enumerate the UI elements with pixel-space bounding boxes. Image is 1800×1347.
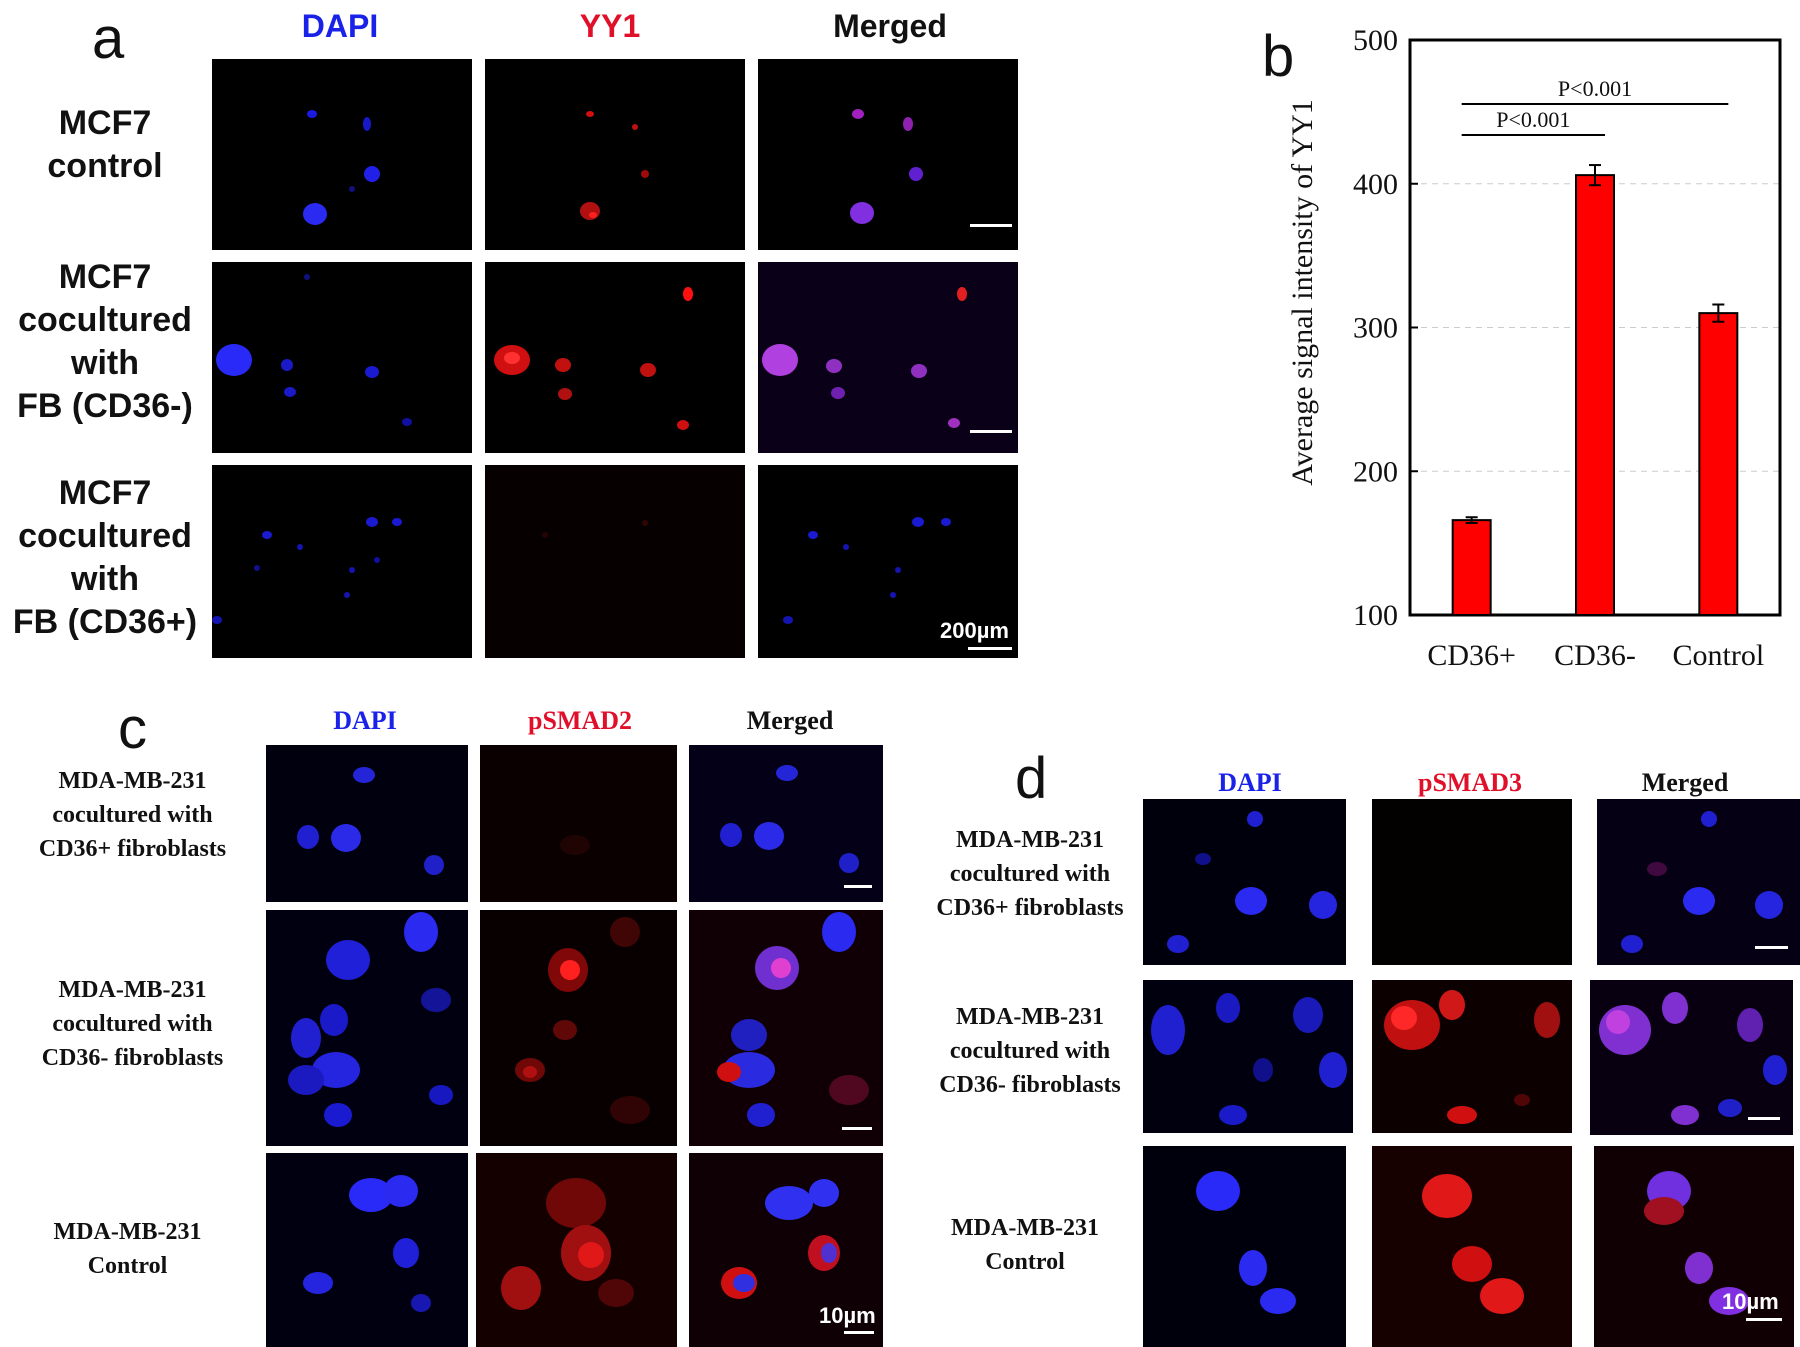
panel-c-micrograph-cd36neg-dapi bbox=[266, 910, 468, 1146]
panel-a-micrograph-cd36pos-yy1 bbox=[485, 465, 745, 658]
panel-a-letter: a bbox=[92, 6, 125, 71]
scale-bar bbox=[844, 1331, 874, 1334]
scale-label: 10µm bbox=[819, 1303, 876, 1328]
panel-d-micrograph-cd36neg-dapi bbox=[1143, 980, 1353, 1133]
x-tick-label: Control bbox=[1672, 639, 1764, 672]
panel-c-micrograph-cd36pos-dapi bbox=[266, 745, 468, 902]
panel-c-micrograph-cd36neg-merged bbox=[689, 910, 883, 1146]
scale-bar bbox=[1748, 1117, 1780, 1120]
panel-a-micrograph-cd36neg-dapi bbox=[212, 262, 472, 453]
panel-d-micrograph-cd36pos-pSMAD3 bbox=[1372, 799, 1572, 965]
panel-c-row-label-2: MDA-MB-231 cocultured with CD36- fibrobl… bbox=[41, 977, 224, 1071]
x-tick-label: CD36- bbox=[1554, 639, 1636, 672]
significance-label: P<0.001 bbox=[1496, 107, 1570, 132]
panel-a-header-yy1: YY1 bbox=[579, 8, 641, 44]
panel-d-micrograph-cd36neg-merged bbox=[1590, 980, 1793, 1135]
panel-b-letter: b bbox=[1262, 24, 1295, 89]
panel-a-header-merged: Merged bbox=[833, 8, 947, 44]
panel-c-letter: c bbox=[118, 696, 147, 761]
scale-bar bbox=[968, 647, 1012, 650]
significance-label: P<0.001 bbox=[1558, 76, 1632, 101]
panel-d-micrograph-control-pSMAD3 bbox=[1372, 1146, 1572, 1347]
panel-d-row-label-2: MDA-MB-231 cocultured with CD36- fibrobl… bbox=[939, 1004, 1121, 1098]
scale-bar bbox=[1746, 1318, 1782, 1321]
panel-a-micrograph-control-dapi bbox=[212, 59, 472, 250]
panel-c-header-merged: Merged bbox=[746, 706, 834, 735]
panel-c-header-dapi: DAPI bbox=[333, 706, 397, 735]
panel-c-micrograph-cd36pos-pSMAD2 bbox=[480, 745, 677, 902]
scale-label: 10µm bbox=[1722, 1289, 1779, 1314]
panel-d-micrograph-cd36neg-pSMAD3 bbox=[1372, 980, 1572, 1133]
bar-Control bbox=[1698, 312, 1739, 616]
panel-d-header-merged: Merged bbox=[1641, 768, 1729, 797]
scale-bar bbox=[844, 885, 872, 888]
panel-a-row-label-1: MCF7 control bbox=[47, 104, 163, 185]
panel-d-micrograph-control-dapi bbox=[1143, 1146, 1346, 1347]
panel-d-micrograph-cd36pos-merged bbox=[1597, 799, 1800, 965]
panel-a-micrograph-control-merged bbox=[758, 59, 1018, 250]
panel-d-micrograph-control-merged: 10µm bbox=[1594, 1146, 1794, 1347]
panel-a-micrograph-cd36pos-merged: 200µm bbox=[758, 465, 1018, 658]
scale-bar bbox=[842, 1127, 872, 1130]
y-tick-label: 300 bbox=[1353, 312, 1398, 345]
y-tick-label: 100 bbox=[1353, 599, 1398, 632]
panel-d-row-label-3: MDA-MB-231 Control bbox=[951, 1215, 1099, 1275]
panel-a-micrograph-cd36pos-dapi bbox=[212, 465, 472, 658]
scale-label: 200µm bbox=[940, 618, 1009, 643]
panel-d-row-label-1: MDA-MB-231 cocultured with CD36+ fibrobl… bbox=[936, 827, 1124, 921]
panel-a-micrograph-cd36neg-merged bbox=[758, 262, 1018, 453]
panel-d-header-dapi: DAPI bbox=[1218, 768, 1282, 797]
panel-c-micrograph-cd36pos-merged bbox=[689, 745, 883, 902]
panel-c-micrograph-cd36neg-pSMAD2 bbox=[480, 910, 677, 1146]
scale-bar bbox=[970, 224, 1012, 227]
y-tick-label: 500 bbox=[1353, 24, 1398, 57]
panel-a-row-label-3: MCF7 cocultured with FB (CD36+) bbox=[12, 474, 198, 641]
panel-a-micrograph-control-yy1 bbox=[485, 59, 745, 250]
panel-c-micrograph-control-merged: 10µm bbox=[689, 1153, 883, 1347]
panel-c-header-pSMAD2: pSMAD2 bbox=[527, 706, 632, 735]
panel-c-micrograph-control-dapi bbox=[266, 1153, 468, 1347]
panel-a-header-dapi: DAPI bbox=[301, 8, 379, 44]
y-tick-label: 400 bbox=[1353, 168, 1398, 201]
bar-CD36+ bbox=[1451, 519, 1492, 616]
panel-d-header-pSMAD3: pSMAD3 bbox=[1417, 768, 1522, 797]
panel-c-row-label-1: MDA-MB-231 cocultured with CD36+ fibrobl… bbox=[38, 768, 227, 862]
panel-c-micrograph-control-pSMAD2 bbox=[476, 1153, 677, 1347]
chart-yy1-intensity: 100 200 300 400 500 CD36+ CD36- Control P<0.001 P… bbox=[1286, 24, 1782, 672]
y-axis-label: Average signal intensity of YY1 bbox=[1286, 99, 1319, 486]
y-tick-label: 200 bbox=[1353, 455, 1398, 488]
panel-c-row-label-3: MDA-MB-231 Control bbox=[53, 1219, 202, 1279]
bar-CD36- bbox=[1575, 174, 1615, 616]
panel-a-row-label-2: MCF7 cocultured with FB (CD36-) bbox=[17, 258, 193, 425]
scale-bar bbox=[970, 430, 1012, 433]
panel-d-letter: d bbox=[1015, 746, 1048, 811]
panel-d-micrograph-cd36pos-dapi bbox=[1143, 799, 1346, 965]
scale-bar bbox=[1755, 946, 1788, 949]
x-tick-label: CD36+ bbox=[1427, 639, 1516, 672]
panel-a-micrograph-cd36neg-yy1 bbox=[485, 262, 745, 453]
